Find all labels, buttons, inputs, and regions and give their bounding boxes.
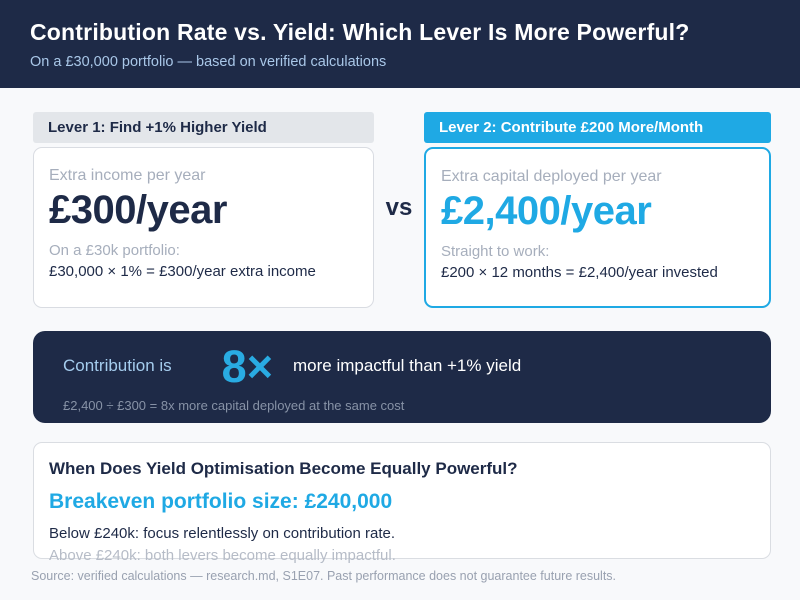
lever2-metric-label: Extra capital deployed per year: [441, 168, 662, 185]
breakeven-below-note: Below £240k: focus relentlessly on contr…: [49, 525, 396, 542]
vs-label: vs: [385, 194, 413, 221]
impact-banner: Contribution is 8× more impactful than +…: [33, 331, 771, 423]
lever1-metric-note: On a £30k portfolio:: [49, 242, 180, 259]
impact-banner-headline: Contribution is 8× more impactful than +…: [63, 341, 741, 391]
page-subtitle: On a £30,000 portfolio — based on verifi…: [30, 54, 387, 70]
lever1-metric-value: £300/year: [49, 188, 227, 232]
banner-multiplier: 8×: [221, 340, 273, 392]
header: Contribution Rate vs. Yield: Which Lever…: [0, 0, 800, 88]
lever1-card-header: Lever 1: Find +1% Higher Yield: [33, 112, 374, 143]
vs-divider: vs: [374, 112, 424, 308]
banner-detail: £2,400 ÷ £300 = 8x more capital deployed…: [63, 398, 405, 413]
lever1-metric-label: Extra income per year: [49, 167, 206, 184]
lever1-card: Lever 1: Find +1% Higher Yield Extra inc…: [33, 112, 374, 308]
breakeven-card: When Does Yield Optimisation Become Equa…: [33, 442, 771, 564]
source-footer: Source: verified calculations — research…: [31, 569, 617, 583]
lever1-metric-formula: £30,000 × 1% = £300/year extra income: [49, 263, 316, 280]
lever2-card-header: Lever 2: Contribute £200 More/Month: [424, 112, 771, 143]
banner-prefix: Contribution is: [63, 356, 172, 375]
breakeven-highlight: Breakeven portfolio size: £240,000: [49, 490, 393, 513]
lever2-metric-note: Straight to work:: [441, 243, 550, 260]
banner-suffix: more impactful than +1% yield: [292, 356, 522, 375]
lever2-card: Lever 2: Contribute £200 More/Month Extr…: [424, 112, 771, 308]
lever2-metric-formula: £200 × 12 months = £2,400/year invested: [441, 264, 718, 281]
lever1-card-body: Extra income per year £300/year On a £30…: [33, 147, 374, 308]
lever2-card-body: Extra capital deployed per year £2,400/y…: [424, 147, 771, 308]
page-title: Contribution Rate vs. Yield: Which Lever…: [30, 19, 690, 45]
lever2-metric-value: £2,400/year: [441, 189, 652, 233]
levers-comparison-row: Lever 1: Find +1% Higher Yield Extra inc…: [33, 112, 771, 308]
breakeven-title: When Does Yield Optimisation Become Equa…: [49, 459, 518, 478]
breakeven-above-note: Above £240k: both levers become equally …: [49, 547, 396, 564]
